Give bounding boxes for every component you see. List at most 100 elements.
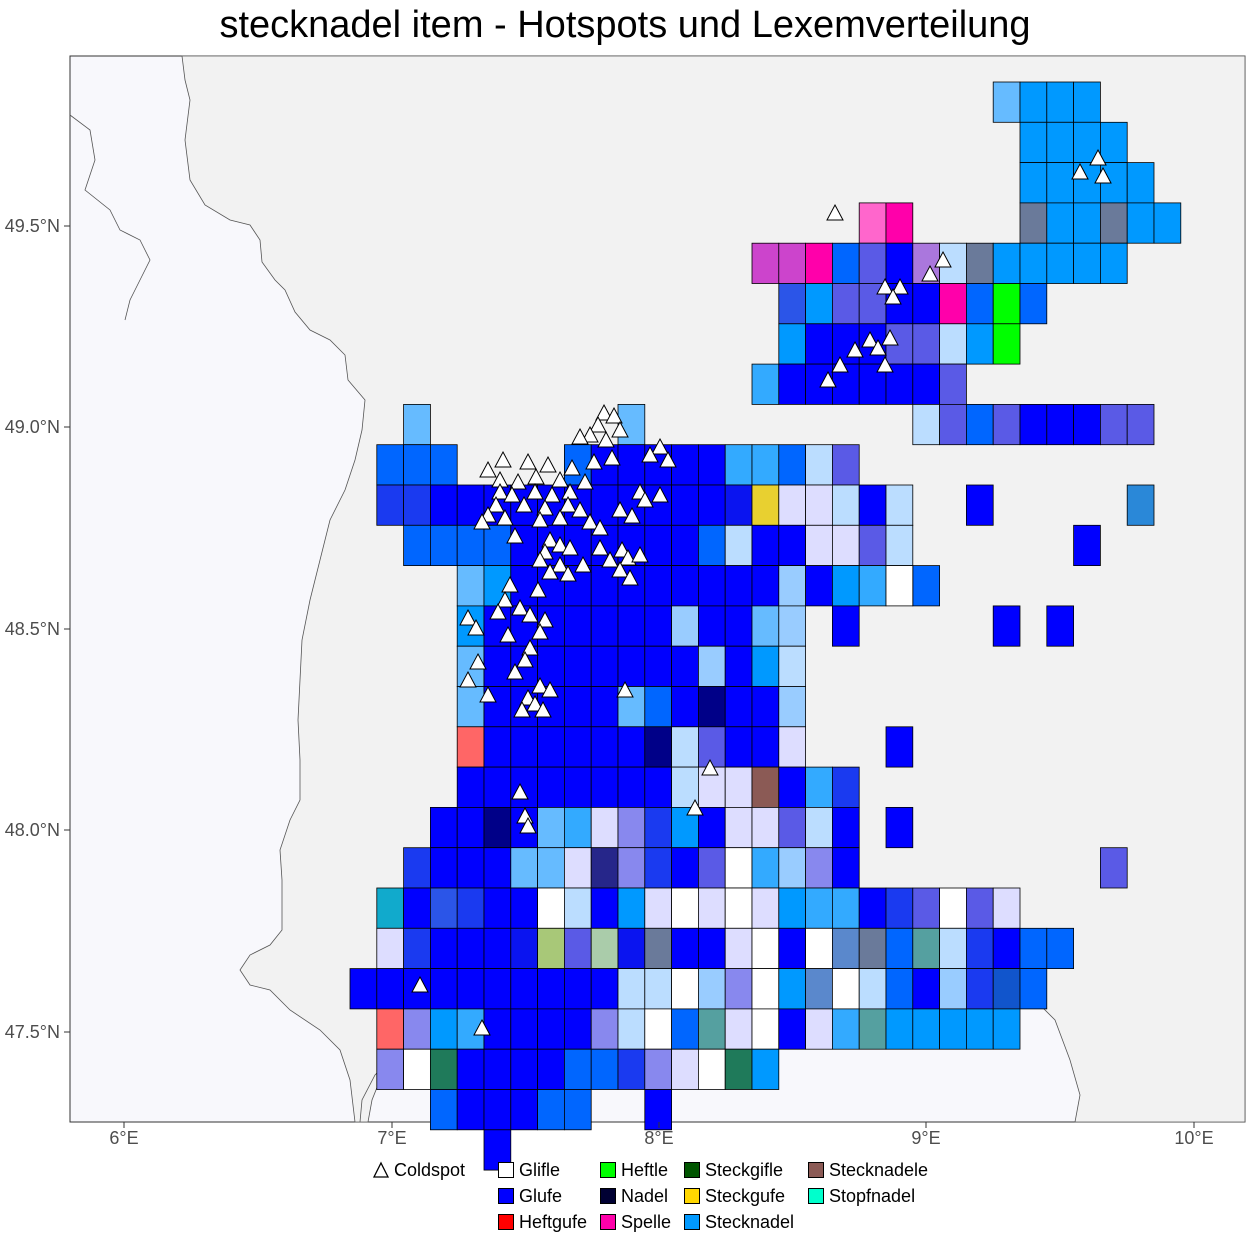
coldspot-marker <box>686 798 704 816</box>
legend-item: Heftle <box>600 1158 668 1182</box>
grid-cell <box>832 807 860 849</box>
x-tick-label: 9°E <box>911 1128 940 1148</box>
grid-cell <box>885 524 914 566</box>
grid-cell <box>858 968 887 1010</box>
coldspot-marker <box>831 355 849 373</box>
grid-cell <box>1046 121 1075 164</box>
grid-cell <box>590 766 619 808</box>
coldspot-marker <box>585 452 603 470</box>
coldspot-marker <box>551 555 569 573</box>
coldspot-marker <box>531 550 549 568</box>
grid-cell <box>1019 403 1048 446</box>
coldspot-marker <box>513 700 531 718</box>
y-tick-label: 49.5°N <box>5 216 60 236</box>
grid-cell <box>537 726 565 768</box>
coldspot-marker <box>551 535 569 553</box>
grid-cell <box>751 363 780 405</box>
grid-cell <box>644 927 672 969</box>
grid-cell <box>644 807 672 849</box>
grid-cell <box>805 323 833 365</box>
grid-cells <box>349 81 1182 1171</box>
grid-cell <box>832 444 860 486</box>
coldspot-marker <box>487 495 505 513</box>
grid-cell <box>617 605 646 647</box>
grid-cell <box>671 1048 699 1090</box>
legend-label: Coldspot <box>394 1159 466 1180</box>
border-line-west <box>69 114 151 321</box>
x-tick-label: 10°E <box>1174 1128 1213 1148</box>
grid-cell <box>939 283 967 325</box>
grid-cell <box>537 887 565 929</box>
grid-cell <box>456 726 485 768</box>
grid-cell <box>966 484 994 526</box>
grid-cell <box>429 927 458 969</box>
grid-cell <box>751 605 780 647</box>
grid-cell <box>671 524 699 566</box>
grid-cell <box>1019 81 1048 123</box>
grid-cell <box>778 444 806 486</box>
grid-cell <box>644 1089 672 1131</box>
legend-swatch <box>498 1188 514 1204</box>
coldspot-marker <box>531 622 549 640</box>
grid-cell <box>778 887 806 929</box>
grid-cell <box>644 1008 672 1050</box>
grid-cell <box>1019 242 1048 284</box>
legend-swatch <box>684 1162 700 1178</box>
grid-cell <box>617 807 646 849</box>
coldspot-marker <box>597 430 615 448</box>
coldspot-marker <box>869 338 887 356</box>
grid-cell <box>724 444 753 486</box>
grid-cell <box>564 1089 592 1131</box>
grid-cell <box>858 565 887 607</box>
grid-cell <box>751 686 780 728</box>
grid-cell <box>644 686 672 728</box>
grid-cell <box>912 283 940 325</box>
y-tick-label: 48.0°N <box>5 820 60 840</box>
grid-cell <box>832 847 860 889</box>
grid-cell <box>778 524 806 566</box>
grid-cell <box>456 686 485 728</box>
coldspot-marker <box>551 508 569 526</box>
legend-swatch <box>808 1188 824 1204</box>
grid-cell <box>966 968 994 1010</box>
coldspot-marker <box>473 512 491 530</box>
grid-cell <box>698 524 726 566</box>
coldspot-marker <box>611 560 629 578</box>
grid-cell <box>456 565 485 607</box>
legend-label: Stecknadel <box>705 1211 795 1232</box>
grid-cell <box>483 968 512 1010</box>
grid-cell <box>456 605 485 647</box>
grid-cell <box>564 686 592 728</box>
coldspot-marker <box>491 482 509 500</box>
grid-cell <box>564 968 592 1010</box>
grid-cell <box>671 887 699 929</box>
grid-cell <box>671 968 699 1010</box>
coldspot-marker <box>501 575 519 593</box>
grid-cell <box>403 524 431 566</box>
coldspot-marker <box>496 590 514 608</box>
legend-swatch <box>808 1162 824 1178</box>
grid-cell <box>429 847 458 889</box>
coldspot-marker <box>467 618 485 636</box>
grid-cell <box>376 444 404 486</box>
coldspot-marker <box>631 545 649 563</box>
grid-cell <box>698 645 726 687</box>
grid-cell <box>992 968 1021 1010</box>
coldspot-marker <box>521 638 539 656</box>
grid-cell <box>724 847 753 889</box>
grid-cell <box>429 1008 458 1050</box>
grid-cell <box>966 403 994 446</box>
coldspot-marker <box>826 203 844 221</box>
legend-item: Stecknadel <box>684 1210 794 1234</box>
grid-cell <box>751 524 780 566</box>
grid-cell <box>510 1089 538 1131</box>
grid-cell <box>805 968 833 1010</box>
grid-cell <box>1019 162 1048 204</box>
coldspot-marker <box>527 467 545 485</box>
grid-cell <box>1046 81 1075 123</box>
grid-cell <box>1073 403 1101 446</box>
grid-cell <box>805 524 833 566</box>
grid-cell <box>939 323 967 365</box>
grid-cell <box>724 686 753 728</box>
coldspot-marker <box>1089 148 1107 166</box>
